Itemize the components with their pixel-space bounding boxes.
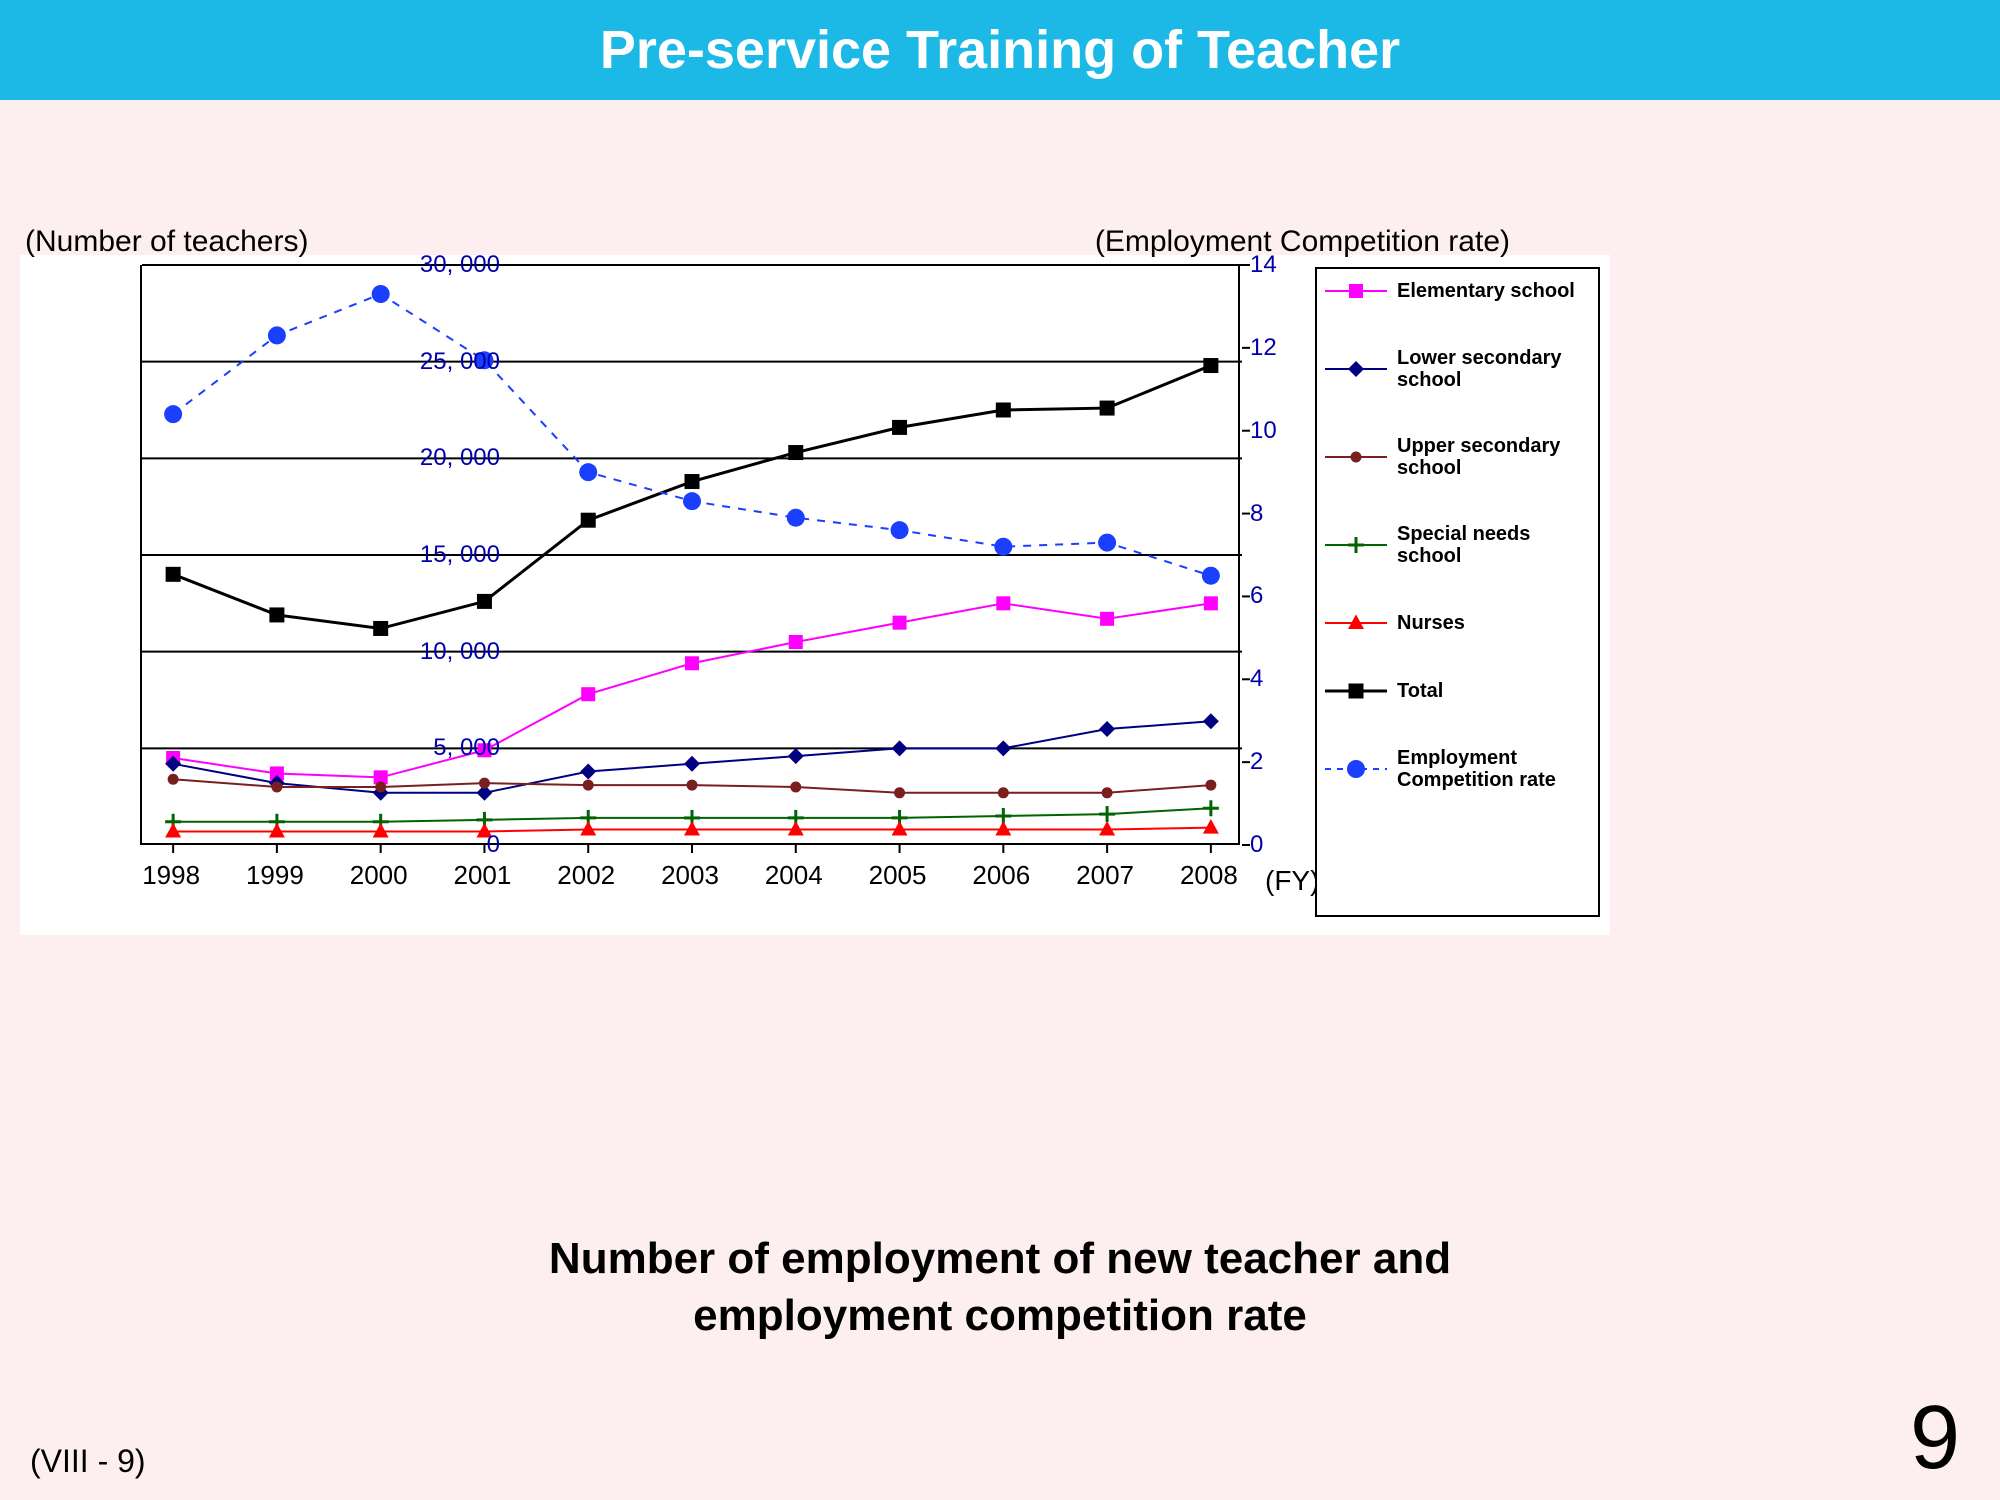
x-tick-label: 2008 [1180,860,1238,891]
legend-swatch [1323,679,1389,703]
chart-caption: Number of employment of new teacher and … [0,1230,2000,1344]
right-axis-title: (Employment Competition rate) [1095,225,1510,259]
y-right-tick-label: 8 [1250,500,1263,528]
caption-line-1: Number of employment of new teacher and [549,1234,1451,1283]
x-tick-label: 2001 [454,860,512,891]
legend-swatch [1323,533,1389,557]
legend-label: Elementary school [1397,280,1575,302]
legend-label: Upper secondary school [1397,435,1592,479]
y-left-tick-label: 5, 000 [433,734,500,762]
x-tick-label: 2006 [972,860,1030,891]
legend-item: Upper secondary school [1323,435,1592,479]
legend-item: Elementary school [1323,279,1592,303]
header-bar: Pre-service Training of Teacher [0,0,2000,100]
x-tick-label: 2005 [869,860,927,891]
y-right-tick-label: 0 [1250,831,1263,859]
x-tick-label: 2004 [765,860,823,891]
y-right-tick-label: 12 [1250,334,1277,362]
x-tick-label: 1999 [246,860,304,891]
y-left-tick-label: 30, 000 [420,251,500,279]
y-right-tick-label: 14 [1250,251,1277,279]
legend-swatch [1323,279,1389,303]
legend-item: Employment Competition rate [1323,747,1592,791]
legend-item: Special needs school [1323,523,1592,567]
legend-label: Employment Competition rate [1397,747,1592,791]
y-right-tick-label: 4 [1250,665,1263,693]
legend-swatch [1323,757,1389,781]
legend-label: Nurses [1397,612,1465,634]
legend-label: Special needs school [1397,523,1592,567]
y-left-tick-label: 15, 000 [420,541,500,569]
left-axis-title: (Number of teachers) [25,225,308,259]
x-tick-label: 1998 [142,860,200,891]
chart-container: (Number of teachers) (Employment Competi… [20,255,1610,935]
x-axis-suffix: (FY) [1265,865,1319,897]
x-tick-label: 2000 [350,860,408,891]
page-number: 9 [1910,1387,1960,1490]
y-right-tick-label: 6 [1250,582,1263,610]
chart-svg [142,265,1238,843]
legend-item: Nurses [1323,611,1592,635]
y-left-tick-label: 0 [487,831,500,859]
y-right-tick-label: 2 [1250,748,1263,776]
legend: Elementary school Lower secondary school U… [1315,267,1600,917]
caption-line-2: employment competition rate [693,1291,1307,1340]
y-left-tick-label: 20, 000 [420,444,500,472]
y-left-tick-label: 25, 000 [420,348,500,376]
legend-item: Lower secondary school [1323,347,1592,391]
plot-area [140,265,1240,845]
page-code: (VIII - 9) [30,1443,146,1480]
legend-swatch [1323,445,1389,469]
x-tick-label: 2002 [557,860,615,891]
legend-label: Total [1397,680,1443,702]
y-left-tick-label: 10, 000 [420,638,500,666]
x-tick-label: 2007 [1076,860,1134,891]
page-title: Pre-service Training of Teacher [600,19,1400,81]
legend-swatch [1323,357,1389,381]
legend-label: Lower secondary school [1397,347,1592,391]
x-tick-label: 2003 [661,860,719,891]
legend-item: Total [1323,679,1592,703]
y-right-tick-label: 10 [1250,417,1277,445]
legend-swatch [1323,611,1389,635]
